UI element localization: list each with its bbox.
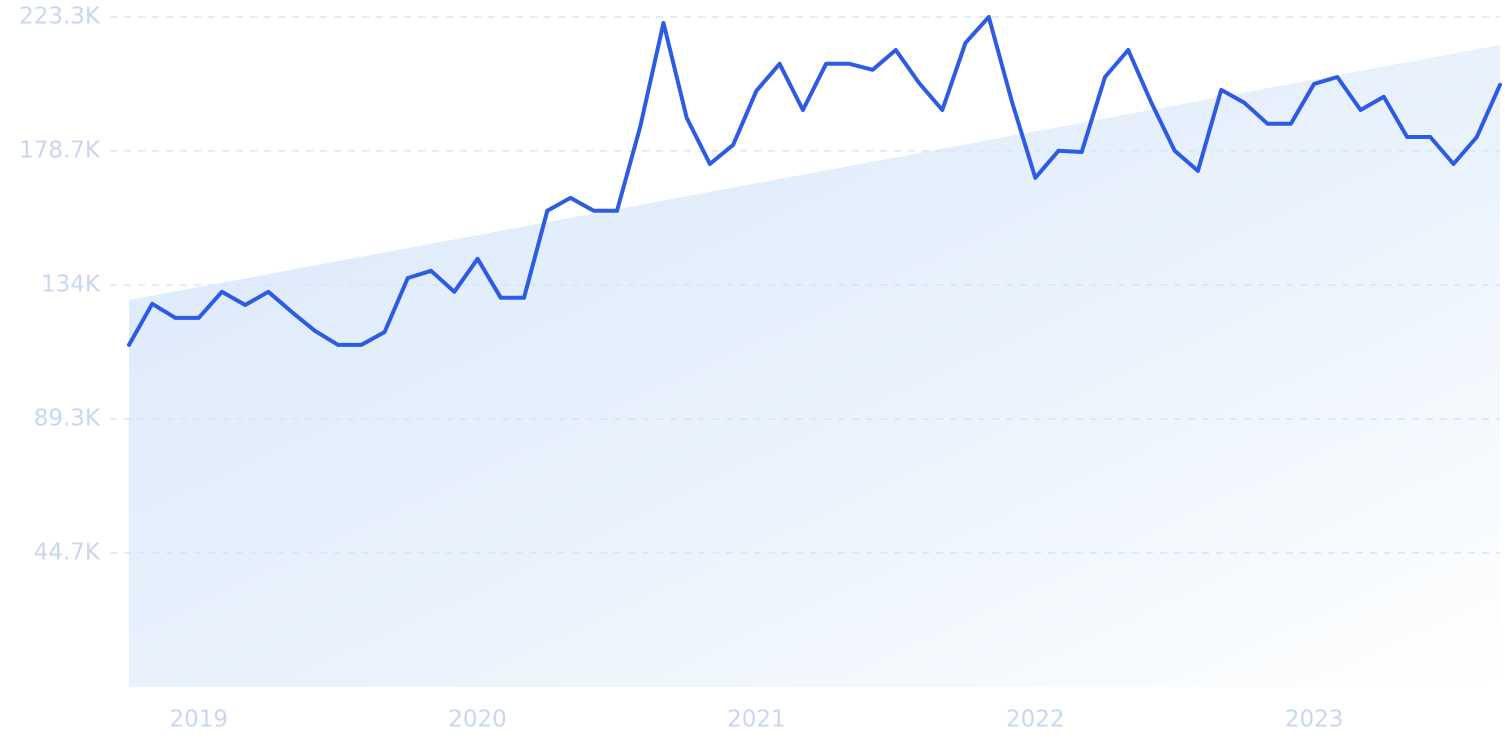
x-tick-label: 2020 (448, 707, 507, 733)
y-tick-label: 178.7K (19, 137, 101, 163)
y-tick-label: 89.3K (34, 406, 101, 432)
x-tick-label: 2021 (727, 707, 786, 733)
trend-area (129, 44, 1500, 687)
y-tick-label: 223.3K (19, 4, 101, 30)
x-tick-label: 2023 (1285, 707, 1344, 733)
data-line (127, 15, 1502, 347)
y-tick-label: 44.7K (34, 539, 101, 565)
x-tick-label: 2022 (1006, 707, 1065, 733)
y-tick-label: 134K (41, 271, 101, 297)
x-tick-label: 2019 (169, 707, 228, 733)
